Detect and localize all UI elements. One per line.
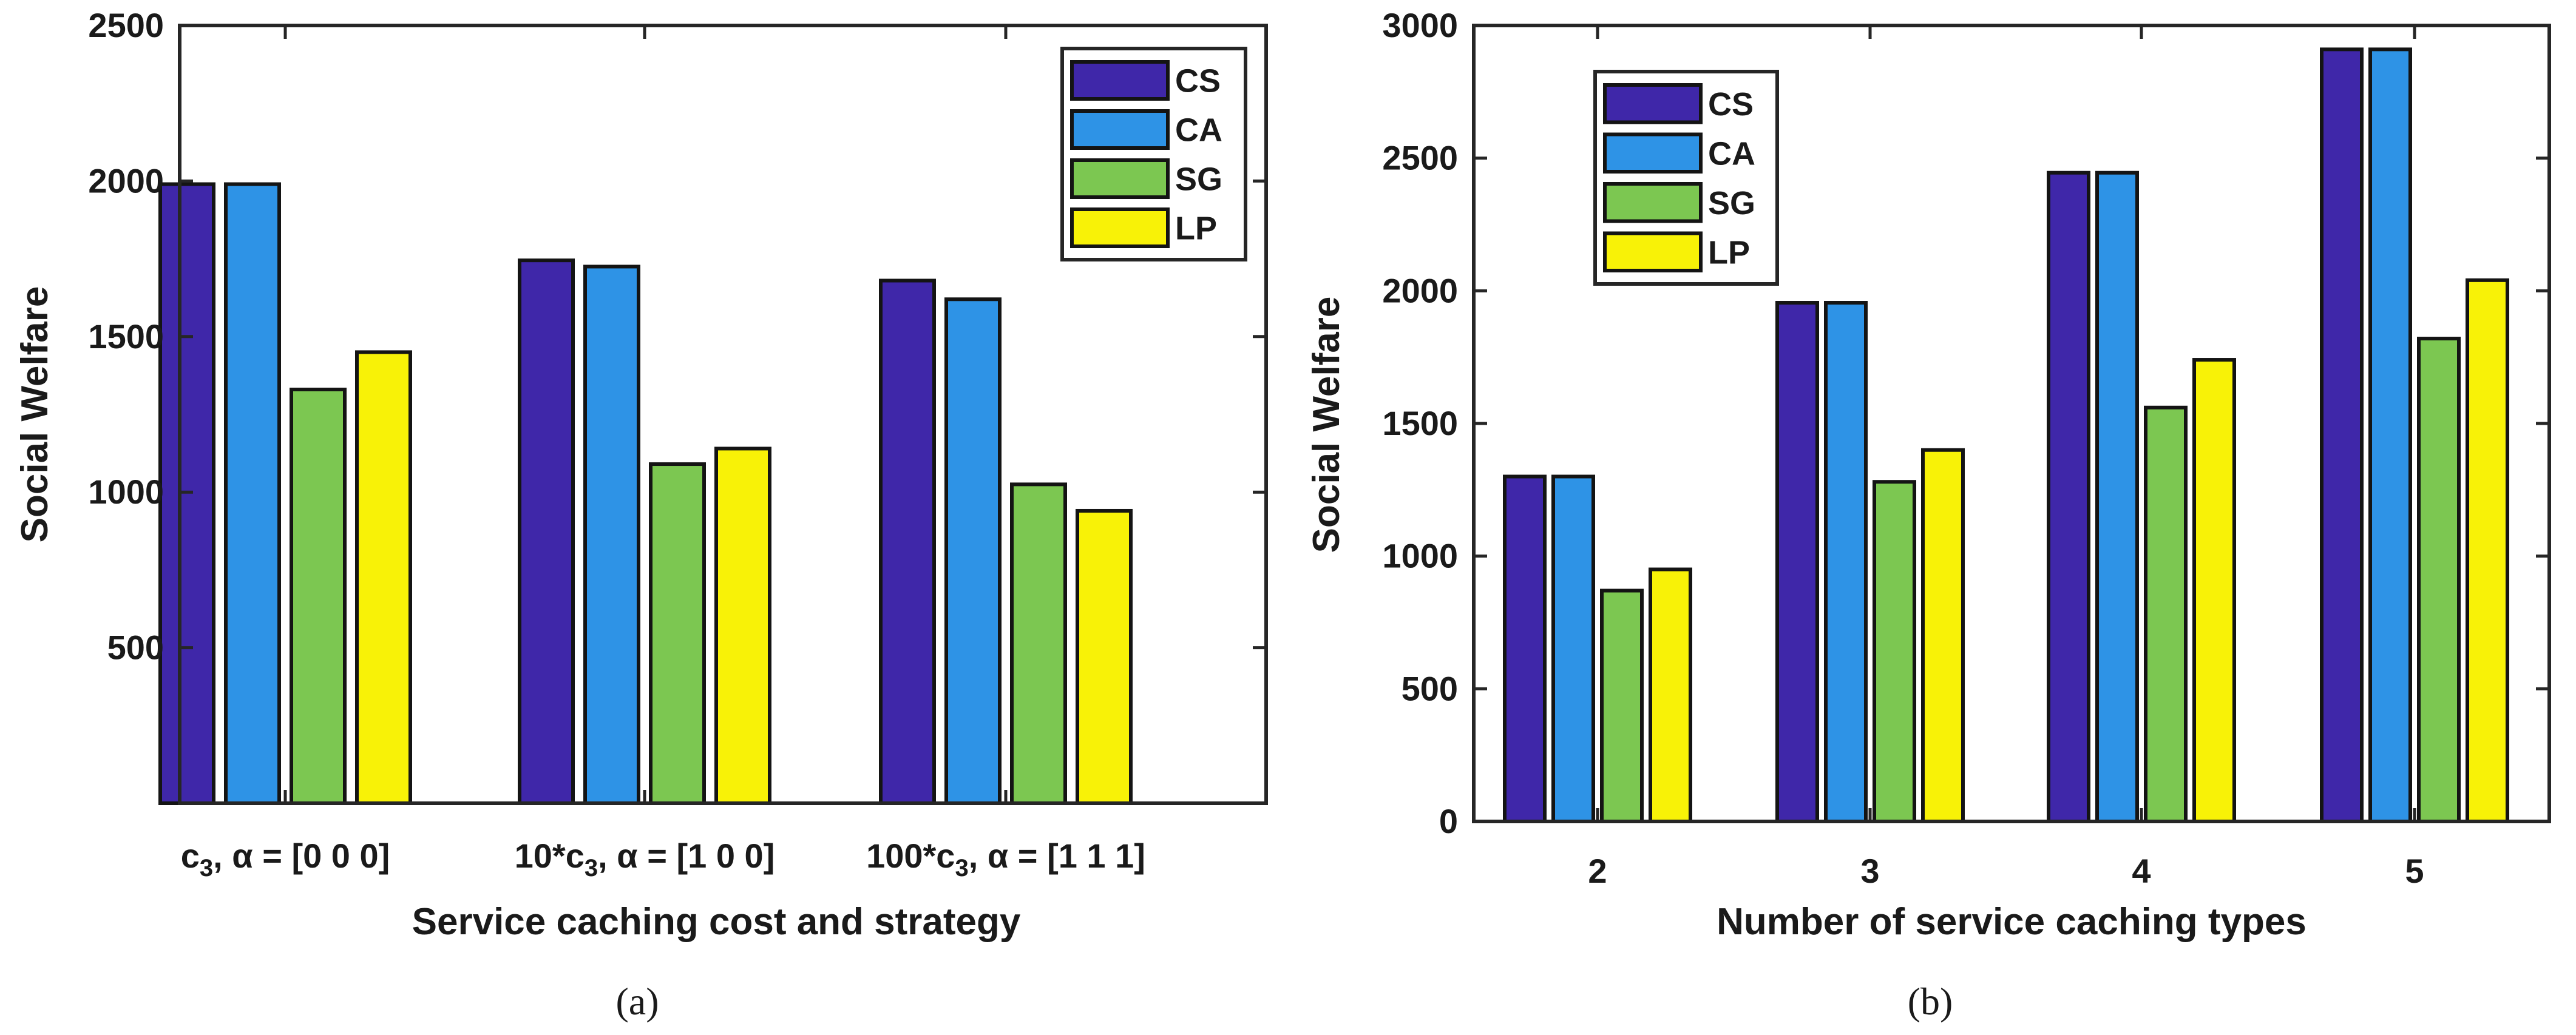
ylabel-a: Social Welfare [14,286,56,543]
y-tick-label-a-1500: 1500 [88,317,164,356]
bar-a-cs-2 [518,258,575,805]
bar-a-lp-3 [1076,508,1133,806]
bar-a-sg-3 [1010,482,1067,805]
bar-a-sg-1 [290,387,347,805]
x-tick-label-a-2: 10*c3, α = [1 0 0] [515,837,775,882]
legend-label-a-sg: SG [1175,161,1222,198]
bar-b-sg-3 [2144,405,2188,823]
legend-label-b-cs: CS [1708,86,1754,123]
legend-swatch-b-ca [1603,132,1703,174]
y-tick-label-a-2500: 2500 [88,6,164,44]
ylabel-b: Social Welfare [1306,297,1347,553]
bar-b-cs-3 [2047,170,2090,824]
legend-label-b-lp: LP [1708,234,1750,271]
x-tick-label-a-3: 100*c3, α = [1 1 1] [866,837,1145,882]
plot-frame-a [178,24,1268,805]
y-tick-label-b-3000: 3000 [1382,6,1458,44]
bar-a-ca-2 [583,265,640,806]
bar-a-lp-1 [355,350,412,805]
bar-b-sg-4 [2417,337,2461,823]
bar-a-ca-1 [224,182,281,805]
bar-a-sg-2 [649,462,706,805]
y-tick-label-b-1500: 1500 [1382,404,1458,442]
bars-group-a [158,182,1133,806]
bar-b-ca-1 [1551,474,1595,823]
bar-b-cs-1 [1503,474,1547,823]
bar-b-ca-3 [2095,170,2139,824]
bar-b-ca-4 [2368,47,2412,824]
xlabel-a: Service caching cost and strategy [412,901,1021,943]
bar-a-cs-1 [158,182,215,805]
xlabel-b: Number of service caching types [1717,901,2307,943]
bar-b-lp-2 [1921,448,1965,823]
bar-b-lp-4 [2466,278,2509,823]
legend-swatch-a-lp [1070,207,1170,248]
y-ticks-a: 500 1000 1500 2000 2500 [88,6,1266,667]
y-tick-label-a-2000: 2000 [88,161,164,200]
bar-a-ca-3 [944,297,1002,806]
bar-a-lp-2 [714,447,771,805]
y-tick-label-b-2500: 2500 [1382,139,1458,177]
legend-swatch-a-cs [1070,60,1170,101]
legend-swatch-b-lp [1603,231,1703,272]
legend-label-a-lp: LP [1175,211,1217,247]
legend-swatch-a-sg [1070,158,1170,199]
legend-swatch-b-sg [1603,182,1703,223]
legend-swatch-b-cs [1603,83,1703,124]
caption-a: (a) [615,980,659,1023]
x-ticks-b: 2 3 4 5 [1588,25,2424,890]
y-tick-label-b-2000: 2000 [1382,271,1458,309]
caption-b: (b) [1908,980,1953,1023]
y-tick-label-b-0: 0 [1439,802,1458,840]
x-tick-label-b-2: 3 [1860,852,1879,890]
bars-group-b [1503,47,2509,824]
y-tick-label-a-500: 500 [107,629,164,667]
panel-b: 0 500 1000 1500 2000 2500 3000 2 3 4 5 Social Wel… [1306,6,2551,1023]
bar-b-cs-2 [1775,301,1819,824]
x-tick-label-b-3: 4 [2132,852,2151,890]
legend-b: CS CA SG LP [1593,70,1779,286]
y-tick-label-b-1000: 1000 [1382,537,1458,575]
x-tick-label-a-1: c3, α = [0 0 0] [181,837,390,882]
x-tick-label-b-1: 2 [1588,852,1607,890]
bar-a-cs-3 [879,278,936,806]
bar-b-lp-3 [2192,358,2236,823]
legend-swatch-a-ca [1070,109,1170,150]
y-ticks-b: 0 500 1000 1500 2000 2500 3000 [1382,6,2549,840]
bar-b-sg-2 [1873,480,1916,823]
bar-b-lp-1 [1649,567,1692,823]
bar-b-cs-4 [2320,47,2364,824]
legend-a: CS CA SG LP [1060,47,1247,261]
bar-b-ca-2 [1824,301,1868,824]
x-tick-label-b-4: 5 [2405,852,2424,890]
legend-label-a-cs: CS [1175,63,1221,99]
legend-label-b-ca: CA [1708,135,1755,172]
y-tick-label-a-1000: 1000 [88,473,164,511]
x-ticks-a: c3, α = [0 0 0] 10*c3, α = [1 0 0] 100*c3,… [181,25,1145,882]
panel-a: 500 1000 1500 2000 2500 c3, α = [0 0 0] 10*c3… [14,6,1268,1023]
legend-label-a-ca: CA [1175,112,1222,149]
legend-label-b-sg: SG [1708,185,1755,221]
y-tick-label-b-500: 500 [1402,669,1458,707]
bar-b-sg-1 [1600,588,1644,824]
